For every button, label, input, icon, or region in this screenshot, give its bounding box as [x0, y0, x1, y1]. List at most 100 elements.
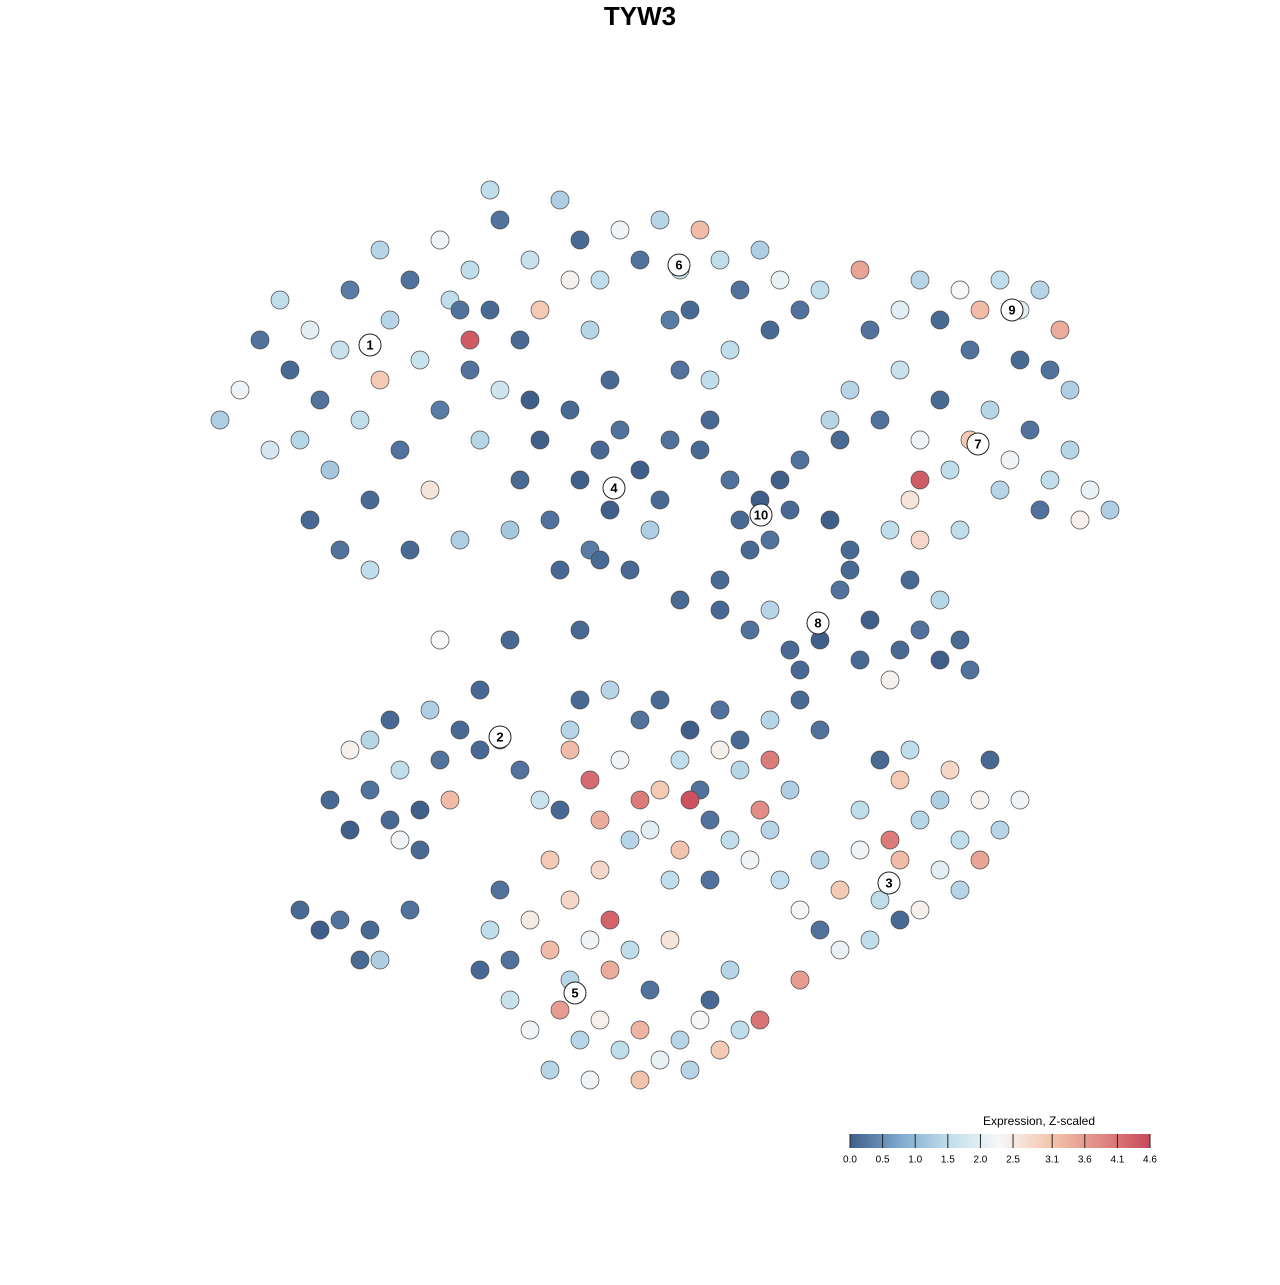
- point: [880, 830, 900, 850]
- point: [760, 530, 780, 550]
- point: [730, 760, 750, 780]
- point: [990, 480, 1010, 500]
- colorbar-tick-label: 0.5: [876, 1155, 890, 1166]
- point: [330, 540, 350, 560]
- cluster-label: 4: [610, 480, 618, 495]
- point: [700, 410, 720, 430]
- point: [830, 880, 850, 900]
- point: [970, 300, 990, 320]
- point: [280, 360, 300, 380]
- point: [490, 210, 510, 230]
- point: [1070, 510, 1090, 530]
- chart-title: TYW3: [604, 1, 676, 31]
- point: [630, 1070, 650, 1090]
- cluster-label: 3: [885, 875, 892, 890]
- point: [880, 520, 900, 540]
- point: [650, 210, 670, 230]
- point: [720, 830, 740, 850]
- point: [230, 380, 250, 400]
- point: [410, 350, 430, 370]
- cluster-label-badge: [749, 503, 773, 527]
- point: [720, 470, 740, 490]
- point: [630, 1020, 650, 1040]
- point: [960, 660, 980, 680]
- point: [910, 900, 930, 920]
- point: [930, 310, 950, 330]
- point: [860, 930, 880, 950]
- point: [990, 270, 1010, 290]
- point: [380, 310, 400, 330]
- point: [890, 300, 910, 320]
- point: [680, 300, 700, 320]
- point: [690, 440, 710, 460]
- point: [670, 590, 690, 610]
- point: [890, 850, 910, 870]
- point: [500, 950, 520, 970]
- point: [820, 410, 840, 430]
- point: [450, 300, 470, 320]
- point: [1010, 790, 1030, 810]
- point: [970, 850, 990, 870]
- point: [540, 850, 560, 870]
- point: [540, 940, 560, 960]
- point: [590, 1010, 610, 1030]
- point: [330, 340, 350, 360]
- point: [640, 520, 660, 540]
- point: [710, 250, 730, 270]
- point: [970, 790, 990, 810]
- point: [410, 800, 430, 820]
- point: [340, 820, 360, 840]
- point: [600, 500, 620, 520]
- point: [890, 910, 910, 930]
- cluster-label: 10: [754, 507, 768, 522]
- point: [1060, 380, 1080, 400]
- point: [560, 890, 580, 910]
- point: [560, 740, 580, 760]
- point: [290, 900, 310, 920]
- point: [770, 870, 790, 890]
- point: [600, 680, 620, 700]
- point: [810, 920, 830, 940]
- point: [580, 770, 600, 790]
- point: [740, 540, 760, 560]
- point: [900, 740, 920, 760]
- point: [910, 270, 930, 290]
- point: [570, 470, 590, 490]
- point: [790, 450, 810, 470]
- point: [630, 250, 650, 270]
- point: [430, 750, 450, 770]
- point: [930, 590, 950, 610]
- point: [770, 270, 790, 290]
- point: [460, 360, 480, 380]
- point: [440, 790, 460, 810]
- point: [420, 480, 440, 500]
- point: [890, 640, 910, 660]
- point: [930, 390, 950, 410]
- point: [460, 330, 480, 350]
- point: [680, 1060, 700, 1080]
- point: [830, 940, 850, 960]
- point: [790, 690, 810, 710]
- point: [600, 910, 620, 930]
- cluster-label: 6: [675, 257, 682, 272]
- point: [930, 860, 950, 880]
- point: [360, 560, 380, 580]
- point: [590, 860, 610, 880]
- point: [860, 320, 880, 340]
- point: [400, 270, 420, 290]
- point: [680, 790, 700, 810]
- point: [660, 870, 680, 890]
- point: [350, 950, 370, 970]
- point: [210, 410, 230, 430]
- point: [370, 950, 390, 970]
- point: [910, 810, 930, 830]
- point: [650, 690, 670, 710]
- point: [510, 760, 530, 780]
- point: [580, 320, 600, 340]
- point: [890, 770, 910, 790]
- point: [370, 240, 390, 260]
- point: [950, 280, 970, 300]
- point: [530, 430, 550, 450]
- point: [940, 760, 960, 780]
